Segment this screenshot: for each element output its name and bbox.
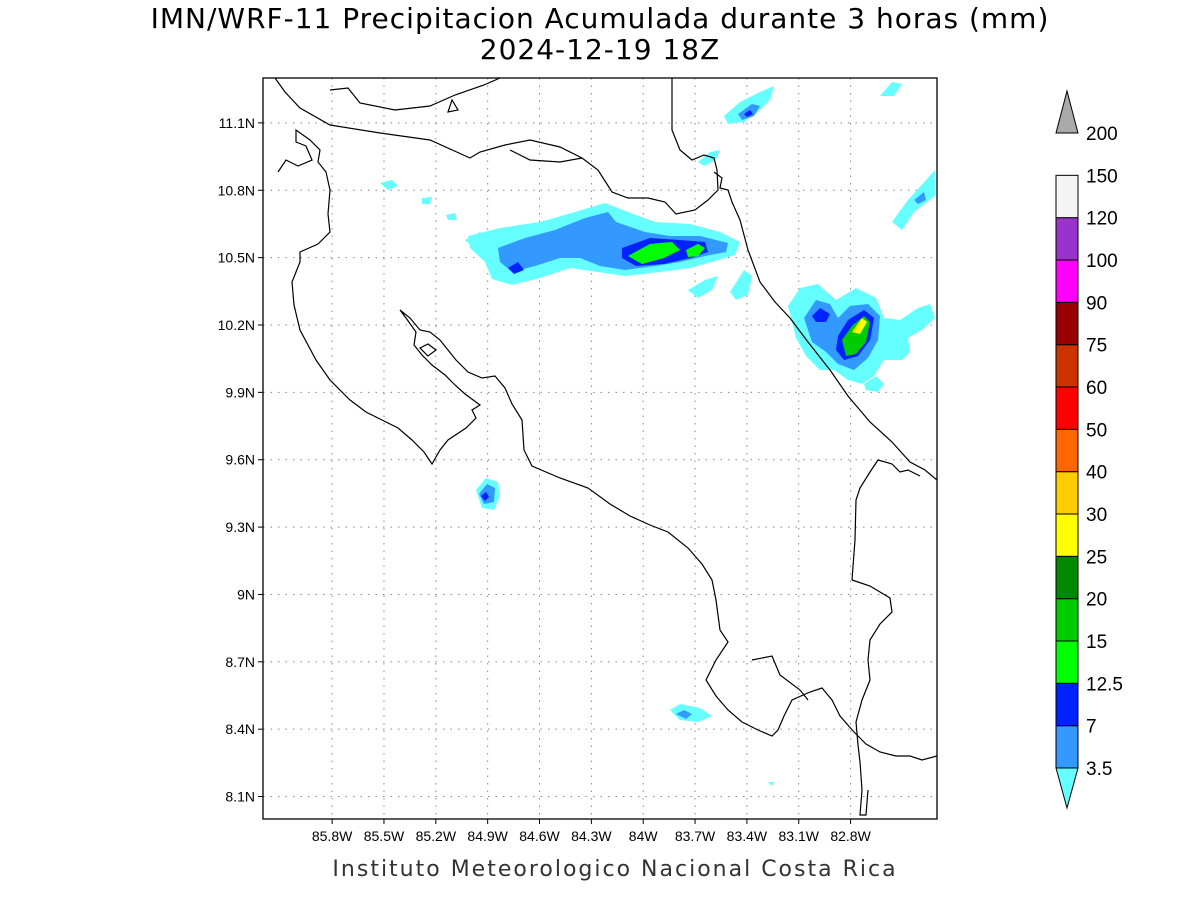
y-tick-label: 9N <box>237 586 255 602</box>
y-tick-label: 8.4N <box>225 721 255 737</box>
colorbar-swatch <box>1055 259 1079 303</box>
x-tick-label: 83.1W <box>779 828 820 844</box>
precip-cell-osa-south <box>670 704 774 786</box>
colorbar-level-label: 60 <box>1086 378 1107 399</box>
pacific-coast-north <box>277 128 937 761</box>
y-tick-label: 9.3N <box>225 519 255 535</box>
y-tick-label: 9.9N <box>225 384 255 400</box>
colorbar-swatch <box>1055 555 1079 600</box>
map-title: IMN/WRF-11 Precipitacion Acumulada duran… <box>150 2 1050 35</box>
precipitation-colorbar: 3.5 7 12.5 15 20 25 30 40 50 60 75 90 100 120 150 200 <box>1055 89 1123 810</box>
x-tick-label: 85.5W <box>364 828 405 844</box>
colorbar-level-label: 30 <box>1086 505 1107 526</box>
x-tick-label: 84W <box>629 828 659 844</box>
colorbar-level-label: 15 <box>1086 632 1107 653</box>
x-tick-label: 84.9W <box>467 828 508 844</box>
x-tick-label: 84.3W <box>571 828 612 844</box>
colorbar-level-label: 12.5 <box>1086 674 1123 695</box>
lake-nicaragua-shore <box>274 78 719 215</box>
colorbar-level-label: 3.5 <box>1086 759 1112 780</box>
colorbar-level-label: 25 <box>1086 547 1107 568</box>
colorbar-level-label: 150 <box>1086 166 1118 187</box>
caribbean-coast <box>713 171 937 481</box>
y-tick-label: 9.6N <box>225 452 255 468</box>
colorbar-level-label: 50 <box>1086 420 1107 441</box>
x-tick-label: 83.7W <box>675 828 716 844</box>
y-tick-label: 10.5N <box>218 250 255 266</box>
longitude-tick-labels: 85.8W 85.5W 85.2W 84.9W 84.6W 84.3W 84W 83.7W 83… <box>312 819 872 844</box>
x-tick-label: 82.8W <box>830 828 871 844</box>
precipitation-shading <box>380 82 935 786</box>
colorbar-swatch <box>1055 174 1079 219</box>
precip-cell-nicoya <box>476 478 500 510</box>
x-tick-label: 85.8W <box>312 828 353 844</box>
latitude-tick-labels: 11.1N 10.8N 10.5N 10.2N 9.9N 9.6N 9.3N 9N 8.7N 8.… <box>218 115 263 805</box>
precip-cell-caribe-norte <box>380 180 752 300</box>
colorbar-swatch <box>1055 513 1079 557</box>
colorbar-extend-high <box>1055 89 1079 134</box>
panama-border <box>851 459 921 581</box>
x-tick-label: 84.6W <box>519 828 560 844</box>
coastlines-borders <box>274 78 937 816</box>
colorbar-swatch <box>1055 682 1079 727</box>
colorbar-swatch <box>1055 598 1079 642</box>
colorbar-swatch <box>1055 386 1079 430</box>
colorbar-level-label: 120 <box>1086 209 1118 230</box>
institution-credit: Instituto Meteorologico Nacional Costa R… <box>332 857 898 882</box>
colorbar-swatch <box>1055 428 1079 473</box>
colorbar-extend-low <box>1055 767 1079 810</box>
y-tick-label: 10.2N <box>218 317 255 333</box>
nicoya-island <box>418 343 437 357</box>
colorbar-level-label: 40 <box>1086 463 1107 484</box>
colorbar-swatch <box>1055 725 1079 769</box>
y-tick-label: 8.1N <box>225 789 255 805</box>
colorbar-swatch <box>1055 640 1079 684</box>
colorbar-level-label: 75 <box>1086 336 1107 357</box>
x-tick-label: 85.2W <box>416 828 457 844</box>
y-tick-label: 8.7N <box>225 654 255 670</box>
map-frame <box>262 77 938 820</box>
colorbar-swatch <box>1055 217 1079 261</box>
nicaragua-border <box>329 78 501 111</box>
burica-peninsula <box>851 579 893 816</box>
san-juan-river-border <box>509 149 583 163</box>
colorbar-swatch <box>1055 344 1079 388</box>
map-subtitle-datetime: 2024-12-19 18Z <box>479 33 721 66</box>
osa-peninsula <box>751 655 809 701</box>
colorbar-level-label: 7 <box>1086 717 1097 738</box>
x-tick-label: 83.4W <box>727 828 768 844</box>
precip-cell-nicaragua <box>698 86 774 166</box>
colorbar-level-label: 20 <box>1086 590 1107 611</box>
y-tick-label: 11.1N <box>219 115 255 131</box>
y-tick-label: 10.8N <box>218 182 255 198</box>
colorbar-level-label: 200 <box>1086 124 1118 145</box>
colorbar-level-label: 90 <box>1086 293 1107 314</box>
colorbar-level-label: 100 <box>1086 251 1118 272</box>
colorbar-swatch <box>1055 301 1079 346</box>
lake-islet <box>447 98 459 113</box>
colorbar-swatch <box>1055 471 1079 515</box>
precip-cell-talamanca-caribe <box>788 82 935 392</box>
